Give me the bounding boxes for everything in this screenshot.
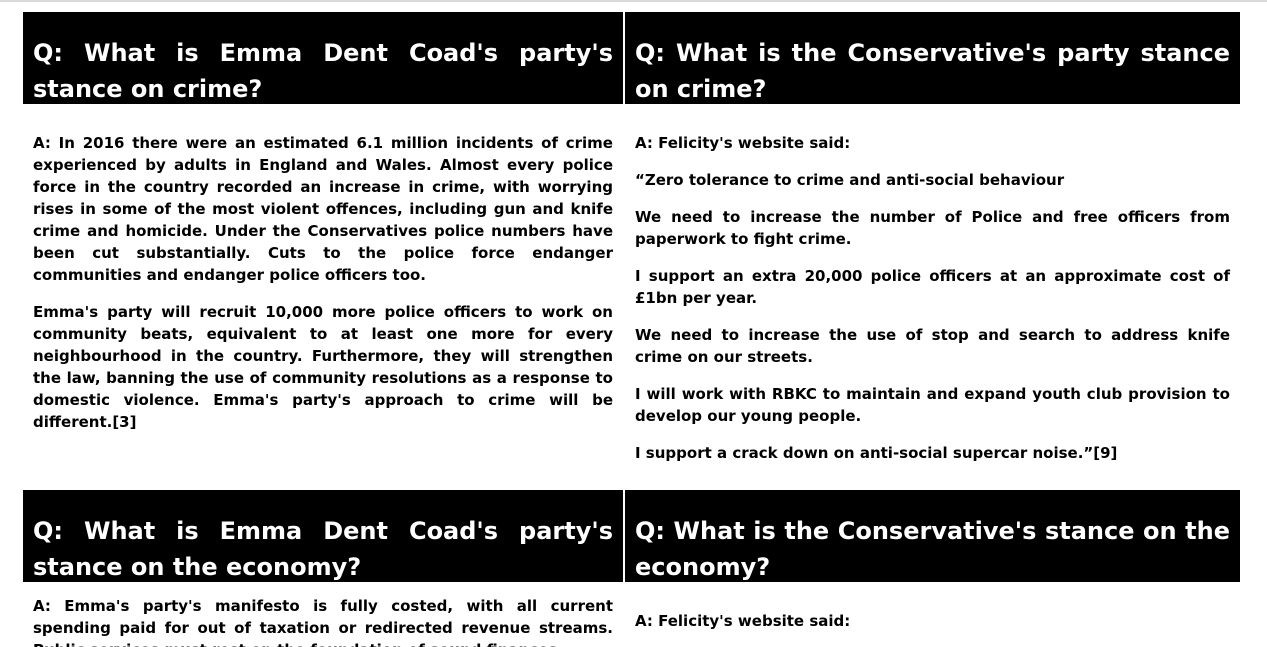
answer-paragraph: I support an extra 20,000 police officer… [635,267,1230,307]
question-heading-labour-economy: Q: What is Emma Dent Coad's party's stan… [23,490,623,582]
answer-conservative-crime: A: Felicity's website said: “Zero tolera… [635,132,1230,479]
answer-paragraph: A: In 2016 there were an estimated 6.1 m… [33,134,613,284]
answer-labour-economy: A: Emma's party's manifesto is fully cos… [33,595,613,647]
answer-labour-crime: A: In 2016 there were an estimated 6.1 m… [33,132,613,448]
answer-conservative-economy: A: Felicity's website said: [635,610,1230,647]
answer-paragraph: A: Felicity's website said: [635,612,851,630]
answer-paragraph: We need to increase the use of stop and … [635,326,1230,366]
question-heading-conservative-economy: Q: What is the Conservative's stance on … [625,490,1240,582]
top-border [0,0,1267,2]
answer-paragraph: I support a crack down on anti-social su… [635,444,1118,462]
answer-paragraph: I will work with RBKC to maintain and ex… [635,385,1230,425]
question-heading-labour-crime: Q: What is Emma Dent Coad's party's stan… [23,12,623,104]
answer-paragraph: A: Emma's party's manifesto is fully cos… [33,597,613,647]
question-heading-conservative-crime: Q: What is the Conservative's party stan… [625,12,1240,104]
answer-paragraph: “Zero tolerance to crime and anti-social… [635,171,1065,189]
answer-paragraph: A: Felicity's website said: [635,134,851,152]
answer-paragraph: Emma's party will recruit 10,000 more po… [33,303,613,431]
answer-paragraph: We need to increase the number of Police… [635,208,1230,248]
